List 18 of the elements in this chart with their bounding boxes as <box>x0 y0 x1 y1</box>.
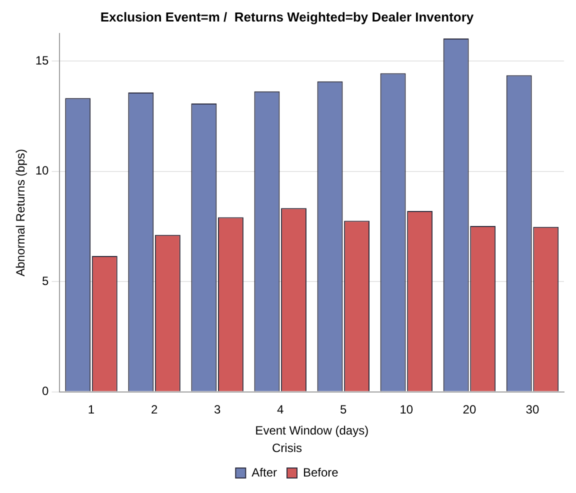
x-tick-label: 4 <box>277 402 284 416</box>
y-tick-label: 10 <box>35 164 50 178</box>
x-tick-label: 5 <box>340 402 348 416</box>
x-tick-label: 1 <box>88 402 95 416</box>
legend-label: After <box>252 465 277 480</box>
x-tick-label: 20 <box>462 402 476 416</box>
y-axis-title: Abnormal Returns (bps) <box>14 149 28 276</box>
y-tick-label: 5 <box>42 274 50 288</box>
y-tick-label: 0 <box>42 384 50 398</box>
x-tick-label: 30 <box>526 402 540 416</box>
legend-title: Crisis <box>272 440 302 455</box>
x-tick-label: 3 <box>214 402 221 416</box>
y-tick-label: 15 <box>35 53 50 68</box>
x-tick-label: 10 <box>400 402 414 416</box>
chart-title: Exclusion Event=m / Returns Weighted=by Dealer Inventory <box>100 9 474 24</box>
x-tick-label: 2 <box>150 402 158 416</box>
x-axis-title: Event Window (days) <box>255 424 369 438</box>
legend-label: Before <box>302 465 339 480</box>
